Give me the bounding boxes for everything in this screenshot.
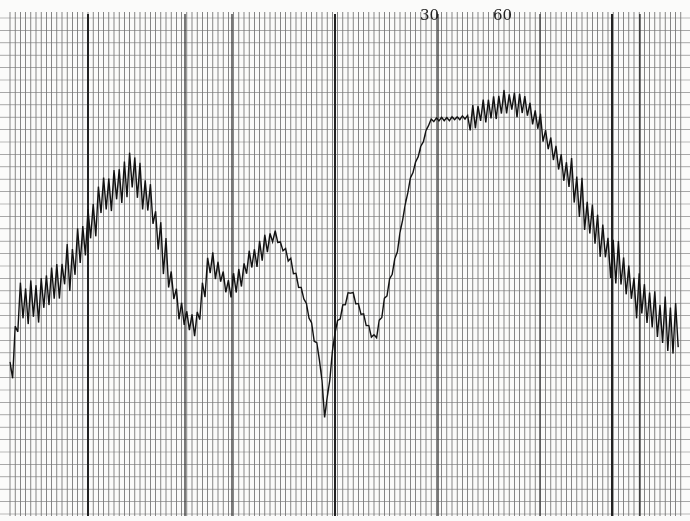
scale-mark: 60 xyxy=(493,6,512,24)
scale-mark: 30 xyxy=(420,6,439,24)
grid xyxy=(0,12,690,516)
trace-line xyxy=(9,89,679,418)
trace xyxy=(9,89,679,418)
